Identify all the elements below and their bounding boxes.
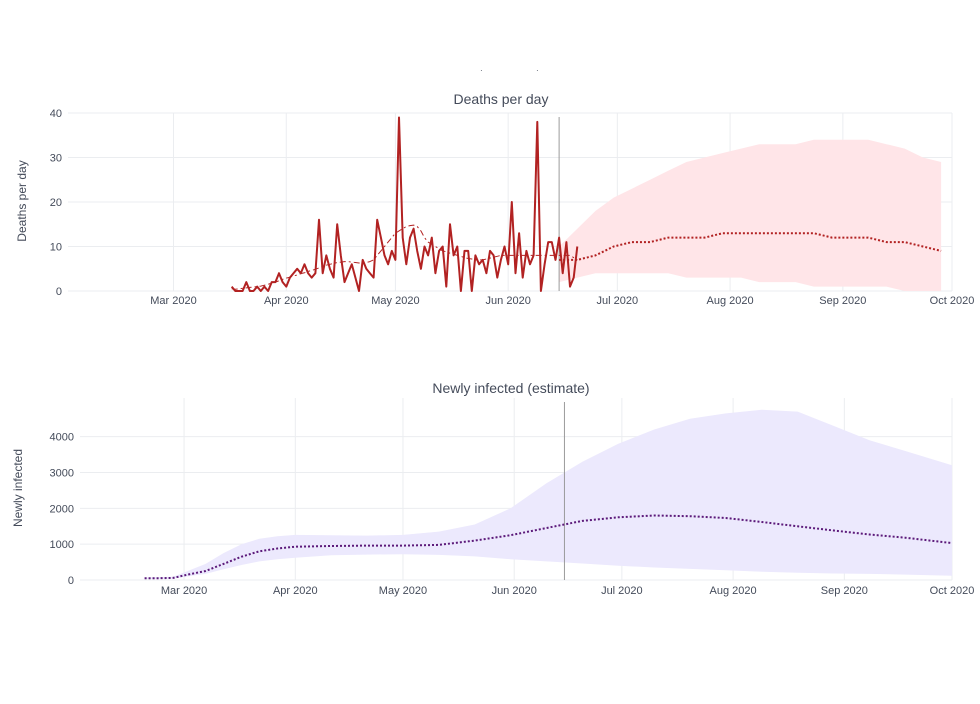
stray-mark-right: · [536,66,539,75]
x-tick-label: Mar 2020 [161,585,207,597]
uncertainty-band [559,139,942,291]
x-tick-label: Jul 2020 [601,585,643,597]
deaths-per-day-chart: Deaths per day Deaths per day 010203040 … [15,91,974,307]
series-line-7-day-average [231,224,578,290]
x-tick-label: Aug 2020 [710,585,757,597]
y-tick-label: 20 [50,197,62,209]
uncertainty-band [144,409,953,579]
x-tick-label: Oct 2020 [930,585,975,597]
chart-title: Newly infected (estimate) [432,380,589,396]
y-axis-label: Newly infected [11,449,25,527]
x-tick-label: Jun 2020 [486,295,531,307]
x-tick-label: May 2020 [379,585,427,597]
series-line-observed-deaths [230,116,579,292]
series-line-newly-infected-median- [144,514,953,580]
y-tick-label: 2000 [50,503,74,515]
x-tick-label: Mar 2020 [150,295,196,307]
x-tick-label: May 2020 [371,295,419,307]
x-tick-label: Sep 2020 [819,295,866,307]
y-tick-label: 0 [68,575,74,587]
chart-title: Deaths per day [454,91,549,107]
newly-infected-chart: Newly infected (estimate) Newly infected… [11,380,974,597]
x-tick-label: Apr 2020 [264,295,309,307]
y-axis-label: Deaths per day [15,160,29,241]
y-tick-label: 1000 [50,539,74,551]
x-tick-label: Aug 2020 [707,295,754,307]
x-tick-label: Oct 2020 [930,295,975,307]
x-tick-label: Apr 2020 [273,585,318,597]
x-tick-label: Jul 2020 [597,295,639,307]
y-tick-label: 0 [56,286,62,298]
stray-mark-left: · [480,66,483,75]
y-tick-label: 30 [50,153,62,165]
x-tick-label: Jun 2020 [492,585,537,597]
x-tick-label: Sep 2020 [821,585,868,597]
y-tick-label: 3000 [50,468,74,480]
y-tick-label: 4000 [50,432,74,444]
y-tick-label: 40 [50,108,62,120]
y-tick-label: 10 [50,242,62,254]
